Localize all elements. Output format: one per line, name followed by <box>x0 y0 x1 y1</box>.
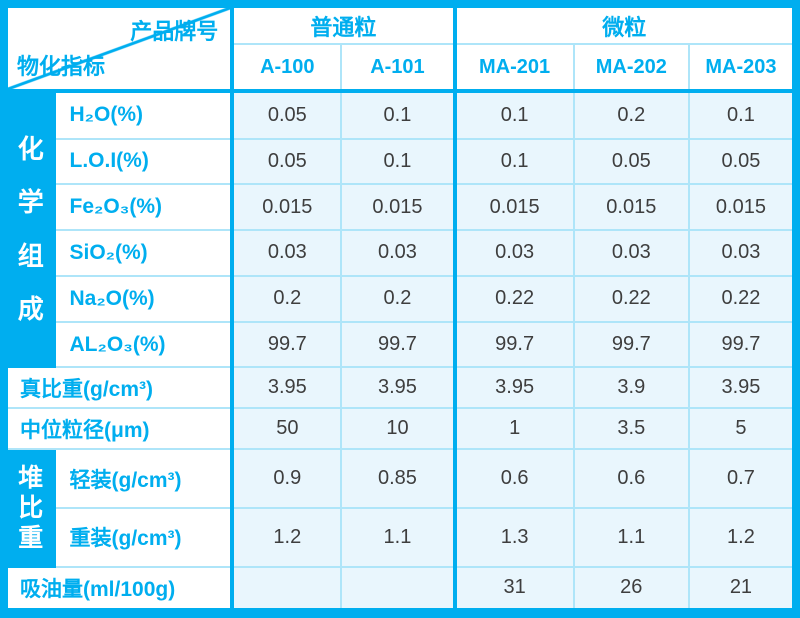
data-cell: 99.7 <box>340 320 456 369</box>
group-header-normal-particle: 普通粒 <box>231 3 456 45</box>
data-cell: 0.05 <box>231 137 343 186</box>
data-cell: 0.05 <box>572 137 690 186</box>
data-cell: 3.95 <box>231 366 343 410</box>
row-label-heavy-packing: 重装(g/cm³) <box>53 507 235 568</box>
data-cell: 31 <box>452 565 575 615</box>
data-cell: 5 <box>687 407 798 451</box>
table-row: AL₂O₃(%) 99.7 99.7 99.7 99.7 99.7 <box>4 320 798 369</box>
data-cell: 0.03 <box>231 229 343 277</box>
diagonal-divider <box>8 8 229 87</box>
row-label-true-specific-gravity: 真比重(g/cm³) <box>2 366 235 410</box>
data-cell: 99.7 <box>231 320 343 369</box>
group-header-fine-particle: 微粒 <box>452 3 798 45</box>
row-label-fe2o3: Fe₂O₃(%) <box>53 183 235 232</box>
row-label-loi: L.O.I(%) <box>53 137 235 186</box>
corner-cell: 产品牌号 物化指标 <box>2 3 235 93</box>
table-row: L.O.I(%) 0.05 0.1 0.1 0.05 0.05 <box>4 137 798 186</box>
data-cell: 0.05 <box>687 137 798 186</box>
data-cell: 10 <box>340 407 456 451</box>
data-cell: 0.22 <box>572 274 690 323</box>
column-header-ma-202: MA-202 <box>572 43 690 93</box>
row-label-sio2: SiO₂(%) <box>53 229 235 277</box>
data-cell: 26 <box>572 565 690 615</box>
row-label-oil-absorption: 吸油量(ml/100g) <box>2 565 235 615</box>
data-cell: 3.95 <box>452 366 575 410</box>
column-header-a-101: A-101 <box>340 43 456 93</box>
data-cell: 99.7 <box>452 320 575 369</box>
data-cell: 0.2 <box>572 90 690 140</box>
data-cell: 0.85 <box>340 448 456 510</box>
data-cell: 0.03 <box>687 229 798 277</box>
data-cell: 3.5 <box>572 407 690 451</box>
data-cell: 21 <box>687 565 798 615</box>
data-cell: 99.7 <box>687 320 798 369</box>
data-cell: 0.015 <box>340 183 456 232</box>
data-cell: 0.03 <box>340 229 456 277</box>
data-cell: 0.03 <box>572 229 690 277</box>
data-cell: 3.95 <box>687 366 798 410</box>
data-cell: 0.015 <box>687 183 798 232</box>
data-cell: 0.1 <box>452 90 575 140</box>
column-header-a-100: A-100 <box>231 43 343 93</box>
table-row: Na₂O(%) 0.2 0.2 0.22 0.22 0.22 <box>4 274 798 323</box>
data-cell: 0.2 <box>231 274 343 323</box>
data-cell: 99.7 <box>572 320 690 369</box>
data-cell <box>231 565 343 615</box>
table-row: Fe₂O₃(%) 0.015 0.015 0.015 0.015 0.015 <box>4 183 798 232</box>
table-row: 中位粒径(μm) 50 10 1 3.5 5 <box>2 407 798 451</box>
data-cell: 0.1 <box>452 137 575 186</box>
data-cell: 0.015 <box>572 183 690 232</box>
data-cell: 3.95 <box>340 366 456 410</box>
table-header: 产品牌号 物化指标 普通粒 微粒 A-100 A-101 MA-201 MA-2… <box>2 3 798 93</box>
data-cell: 1.1 <box>572 507 690 568</box>
data-cell <box>340 565 456 615</box>
header-group-row: 产品牌号 物化指标 普通粒 微粒 <box>2 3 798 93</box>
data-cell: 0.015 <box>231 183 343 232</box>
corner-label-product-brand: 产品牌号 <box>130 19 219 44</box>
table-body: 化学组成 H₂O(%) 0.05 0.1 0.1 0.2 0.1 L.O.I(%… <box>2 89 798 615</box>
data-cell: 0.6 <box>572 448 690 510</box>
table-row: 化学组成 H₂O(%) 0.05 0.1 0.1 0.2 0.1 <box>3 89 798 369</box>
column-header-ma-201: MA-201 <box>452 43 575 93</box>
data-cell: 0.7 <box>687 448 798 510</box>
data-cell: 0.1 <box>687 90 798 140</box>
row-group-label: 化学组成 <box>17 134 44 324</box>
data-cell: 0.22 <box>452 274 575 323</box>
row-group-bulk-density: 堆比重 <box>3 448 56 568</box>
data-cell: 0.1 <box>340 137 456 186</box>
data-cell: 1.1 <box>340 507 456 568</box>
data-cell: 3.9 <box>572 366 690 410</box>
table-row: SiO₂(%) 0.03 0.03 0.03 0.03 0.03 <box>4 229 798 277</box>
row-label-al2o3: AL₂O₃(%) <box>53 320 235 369</box>
row-label-na2o: Na₂O(%) <box>53 274 235 323</box>
table-row: 真比重(g/cm³) 3.95 3.95 3.95 3.9 3.95 <box>2 366 798 410</box>
table-row: 重装(g/cm³) 1.2 1.1 1.3 1.1 1.2 <box>4 507 798 568</box>
data-cell: 0.2 <box>340 274 456 323</box>
data-cell: 0.22 <box>687 274 798 323</box>
row-group-label: 堆比重 <box>18 464 44 553</box>
row-label-median-particle-size: 中位粒径(μm) <box>2 407 235 451</box>
data-cell: 0.9 <box>231 448 343 510</box>
data-cell: 1.3 <box>452 507 575 568</box>
table-row: 堆比重 轻装(g/cm³) 0.9 0.85 0.6 0.6 0.7 <box>3 448 798 568</box>
data-cell: 0.1 <box>340 90 456 140</box>
data-cell: 0.03 <box>452 229 575 277</box>
data-cell: 0.015 <box>452 183 575 232</box>
data-cell: 0.05 <box>231 90 343 140</box>
table-row: 吸油量(ml/100g) 31 26 21 <box>2 565 798 615</box>
header-model-row: A-100 A-101 MA-201 MA-202 MA-203 <box>4 43 798 93</box>
data-cell: 1.2 <box>231 507 343 568</box>
data-cell: 1.2 <box>687 507 798 568</box>
data-cell: 0.6 <box>452 448 575 510</box>
corner-label-property-index: 物化指标 <box>17 54 106 79</box>
column-header-ma-203: MA-203 <box>687 43 798 93</box>
row-group-chemical-composition: 化学组成 <box>3 89 56 369</box>
data-cell: 1 <box>452 407 575 451</box>
data-cell: 50 <box>231 407 343 451</box>
row-label-light-packing: 轻装(g/cm³) <box>53 448 235 510</box>
row-label-h2o: H₂O(%) <box>53 90 235 140</box>
